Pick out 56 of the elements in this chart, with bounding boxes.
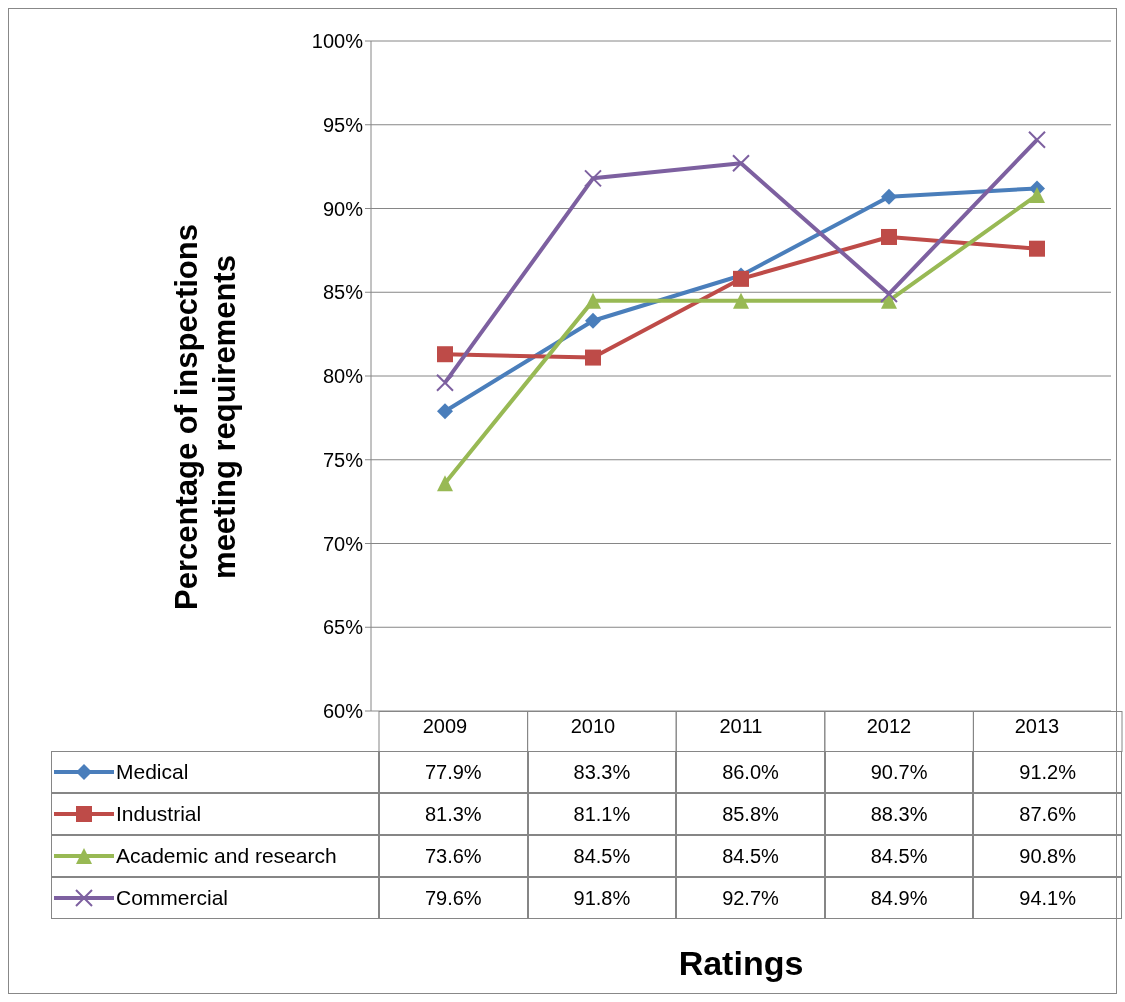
x-tick-label: 2010 bbox=[570, 715, 616, 738]
point bbox=[585, 292, 601, 309]
y-tick-label: 60% bbox=[322, 700, 364, 723]
x-tick-label: 2011 bbox=[719, 715, 763, 738]
data-label: 79.6% bbox=[379, 877, 528, 919]
data-label: 94.1% bbox=[973, 877, 1122, 919]
legend-label: Medical bbox=[116, 760, 189, 784]
data-label: 85.8% bbox=[676, 793, 825, 835]
point bbox=[881, 228, 897, 245]
x-tick-label: 2012 bbox=[866, 715, 912, 738]
data-label: 84.5% bbox=[824, 835, 974, 877]
data-label: 92.7% bbox=[676, 877, 825, 919]
point bbox=[585, 312, 601, 329]
point bbox=[1028, 130, 1046, 149]
y-tick-label: 80% bbox=[322, 365, 364, 388]
legend-label: Industrial bbox=[116, 802, 202, 826]
y-tick-label: 85% bbox=[322, 281, 364, 304]
data-label: 81.3% bbox=[379, 793, 528, 835]
data-label: 81.1% bbox=[527, 793, 677, 835]
legend-label: Academic and research bbox=[116, 844, 337, 868]
x-tick-label: 2009 bbox=[422, 715, 468, 738]
point bbox=[437, 475, 453, 492]
y-axis-title: Percentage of inspections meeting requirements bbox=[168, 223, 243, 612]
x-tick-label: 2013 bbox=[1014, 715, 1060, 738]
y-tick-label: 70% bbox=[322, 532, 364, 555]
point bbox=[1029, 187, 1045, 204]
data-label: 83.3% bbox=[527, 751, 677, 793]
data-label: 73.6% bbox=[379, 835, 528, 877]
text: Ratings bbox=[677, 944, 805, 983]
point bbox=[880, 284, 898, 303]
point bbox=[881, 188, 897, 205]
legend-label: Commercial bbox=[116, 886, 229, 910]
data-label: 84.5% bbox=[676, 835, 825, 877]
y-tick-label: 90% bbox=[322, 197, 364, 220]
data-label: 88.3% bbox=[824, 793, 974, 835]
point bbox=[436, 373, 454, 392]
point bbox=[584, 169, 602, 188]
data-label: 87.6% bbox=[973, 793, 1122, 835]
data-label: 90.7% bbox=[824, 751, 974, 793]
data-label: 90.8% bbox=[973, 835, 1122, 877]
data-label: 84.9% bbox=[824, 877, 974, 919]
data-label: 91.2% bbox=[973, 751, 1122, 793]
data-label: 84.5% bbox=[527, 835, 677, 877]
y-tick-label: 65% bbox=[322, 616, 364, 639]
point bbox=[732, 154, 750, 173]
point bbox=[585, 349, 601, 366]
y-tick-label: 100% bbox=[311, 30, 364, 53]
data-label: 86.0% bbox=[676, 751, 825, 793]
point bbox=[733, 292, 749, 309]
data-label: 77.9% bbox=[379, 751, 528, 793]
data-label: 91.8% bbox=[527, 877, 677, 919]
point bbox=[437, 346, 453, 363]
y-tick-label: 75% bbox=[322, 448, 364, 471]
y-tick-label: 95% bbox=[322, 113, 364, 136]
point bbox=[1029, 240, 1045, 257]
point bbox=[437, 403, 453, 420]
